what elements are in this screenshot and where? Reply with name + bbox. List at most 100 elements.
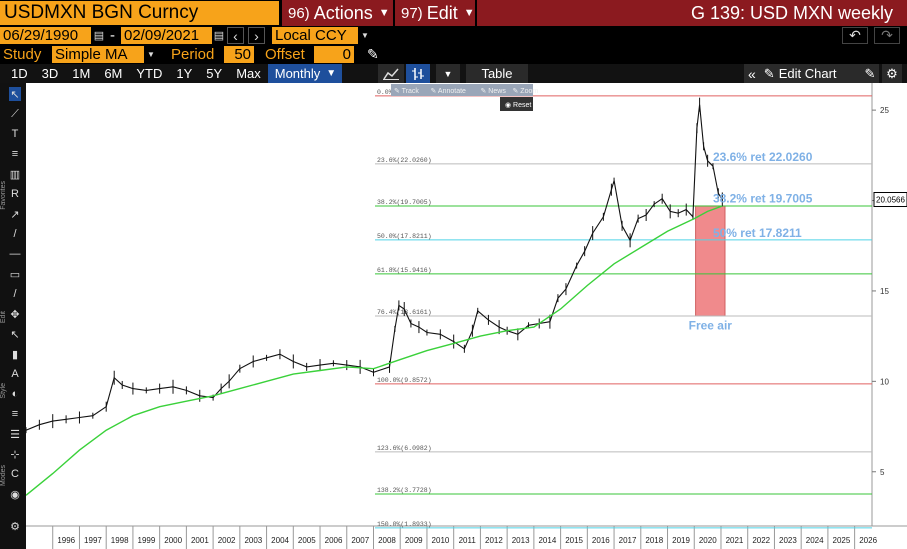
- x-tick-label: 2024: [806, 536, 824, 545]
- range-6m[interactable]: 6M: [104, 66, 123, 81]
- line-chart-icon[interactable]: [378, 64, 404, 83]
- free-air-zone: [695, 205, 726, 317]
- line-style-icon[interactable]: ☰: [10, 428, 20, 441]
- undo-icon[interactable]: ↶: [842, 27, 868, 44]
- actions-menu[interactable]: 96) Actions ▼: [282, 0, 393, 26]
- y-tick-label: 25: [880, 106, 889, 115]
- line-width-icon[interactable]: ≡: [11, 408, 19, 420]
- fib-icon[interactable]: ≡: [11, 148, 19, 160]
- range-1m[interactable]: 1M: [72, 66, 91, 81]
- table-button[interactable]: Table: [466, 64, 528, 83]
- settings-icon[interactable]: ⚙: [882, 64, 902, 83]
- annotation-label: Free air: [689, 318, 733, 332]
- redo-icon[interactable]: ↷: [874, 27, 900, 44]
- text-tool-icon[interactable]: T: [11, 128, 19, 140]
- collapse-icon: «: [748, 65, 756, 82]
- chevron-right-icon[interactable]: ›: [248, 27, 265, 44]
- cursor-icon[interactable]: ↖: [9, 87, 21, 101]
- channel-icon[interactable]: ▥: [9, 168, 21, 181]
- gear-icon[interactable]: ⚙: [10, 520, 20, 533]
- reset-label: ◉ Reset: [505, 102, 531, 109]
- line-icon[interactable]: /: [13, 288, 17, 300]
- chevron-down-icon[interactable]: ▼: [436, 64, 460, 83]
- start-date-field[interactable]: 06/29/1990: [0, 27, 91, 44]
- edit-pencil-icon[interactable]: ✎: [861, 64, 879, 83]
- currency-value: Local CCY: [275, 27, 347, 44]
- period-label: Period: [171, 46, 215, 63]
- range-3d[interactable]: 3D: [41, 66, 59, 81]
- ray-icon[interactable]: R: [11, 188, 19, 200]
- chevron-down-icon[interactable]: ▼: [145, 47, 157, 62]
- calendar-icon[interactable]: ▤: [213, 28, 225, 43]
- color-icon[interactable]: ◐: [11, 388, 19, 400]
- date-separator: -: [110, 27, 115, 44]
- edit-label: Edit: [426, 2, 458, 23]
- x-tick-label: 2002: [218, 536, 236, 545]
- x-tick-label: 2004: [271, 536, 289, 545]
- x-tick-label: 2012: [485, 536, 503, 545]
- x-tick-label: 2023: [779, 536, 797, 545]
- magnet-icon[interactable]: C: [11, 468, 19, 480]
- edit-chart-icon: ✎: [763, 65, 775, 81]
- fib-level-label: 138.2%(3.7728): [377, 487, 432, 494]
- fib-level-label: 50.0%(17.8211): [377, 233, 432, 240]
- font-icon[interactable]: A: [11, 368, 19, 380]
- x-tick-label: 2015: [565, 536, 583, 545]
- move-icon[interactable]: ✥: [10, 308, 20, 321]
- popup-item: ✎ News: [481, 88, 507, 95]
- title-bar: USDMXN BGN Curncy 96) Actions ▼ 97) Edit…: [0, 0, 907, 26]
- price-chart[interactable]: 5 10 15 2025 1996 1997 1998 1999 2000 2001 2002 200…: [26, 83, 907, 549]
- pointer-icon[interactable]: ↖: [10, 328, 20, 341]
- crosshair-icon[interactable]: ⊹: [10, 448, 20, 461]
- edit-label: Edit: [0, 311, 7, 324]
- y-tick-label: 15: [880, 287, 889, 296]
- end-date-value: 02/09/2021: [124, 27, 200, 44]
- rectangle-icon[interactable]: ▭: [9, 268, 21, 281]
- trendline-icon[interactable]: ⟋: [11, 107, 19, 120]
- x-tick-label: 2008: [378, 536, 396, 545]
- range-buttons: 1D 3D 1M 6M YTD 1Y 5Y Max Monthly ▼: [4, 64, 343, 83]
- delete-icon[interactable]: ▮: [11, 348, 19, 361]
- arrow-icon[interactable]: ↗: [10, 208, 20, 221]
- chevron-left-icon[interactable]: ‹: [227, 27, 244, 44]
- edit-menu[interactable]: 97) Edit ▼: [395, 0, 475, 26]
- x-tick-label: 2020: [699, 536, 717, 545]
- brush-icon[interactable]: /: [13, 228, 17, 240]
- offset-label: Offset: [265, 46, 305, 63]
- frequency-select[interactable]: Monthly ▼: [267, 64, 343, 83]
- end-date-field[interactable]: 02/09/2021: [121, 27, 212, 44]
- range-max[interactable]: Max: [236, 66, 261, 81]
- range-5y[interactable]: 5Y: [206, 66, 223, 81]
- period-field[interactable]: 50: [224, 46, 254, 63]
- popup-item: ✎ Track: [394, 88, 419, 95]
- x-tick-label: 2011: [459, 536, 477, 545]
- x-tick-label: 2000: [164, 536, 182, 545]
- chevron-down-icon: ▼: [326, 68, 337, 79]
- currency-select[interactable]: Local CCY: [272, 27, 358, 44]
- study-label: Study: [3, 46, 42, 63]
- x-tick-label: 2009: [405, 536, 423, 545]
- lock-icon[interactable]: ◉: [10, 488, 20, 501]
- edit-chart-button[interactable]: « ✎ Edit Chart: [744, 64, 863, 83]
- x-tick-label: 2014: [538, 536, 556, 545]
- period-value: 50: [234, 46, 251, 63]
- reset-button: [500, 97, 533, 111]
- range-ytd[interactable]: YTD: [136, 66, 163, 81]
- chart-area[interactable]: 5 10 15 2025 1996 1997 1998 1999 2000 2001 2002 200…: [26, 83, 907, 549]
- x-tick-label: 1999: [138, 536, 156, 545]
- range-1y[interactable]: 1Y: [176, 66, 193, 81]
- bar-chart-icon[interactable]: [406, 64, 430, 83]
- offset-field[interactable]: 0: [314, 46, 354, 63]
- calendar-icon[interactable]: ▤: [93, 28, 105, 43]
- offset-value: 0: [342, 46, 351, 63]
- range-1d[interactable]: 1D: [11, 66, 28, 81]
- annotation-label: 23.6% ret 22.0260: [713, 150, 813, 164]
- horizontal-line-icon[interactable]: —: [9, 248, 21, 260]
- x-tick-label: 2013: [512, 536, 530, 545]
- x-tick-label: 2006: [325, 536, 343, 545]
- ticker-field[interactable]: USDMXN BGN Curncy: [0, 1, 279, 25]
- study-select[interactable]: Simple MA: [52, 46, 144, 63]
- fib-level-label: 150.0%(1.8933): [377, 521, 432, 528]
- pencil-icon[interactable]: ✎: [367, 46, 379, 62]
- chevron-down-icon[interactable]: ▼: [359, 28, 371, 43]
